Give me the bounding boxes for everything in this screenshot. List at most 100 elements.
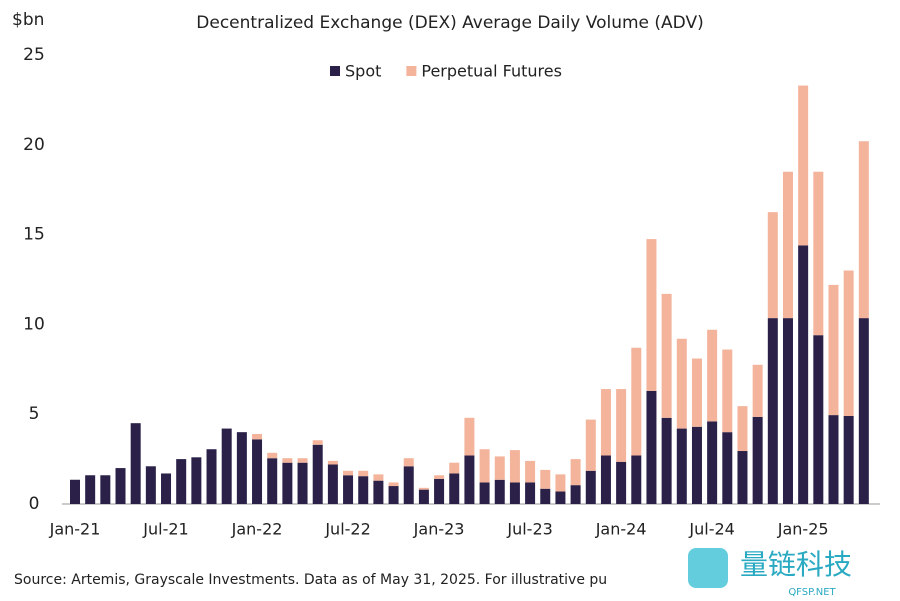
legend-label: Perpetual Futures <box>421 62 562 81</box>
bar-segment <box>737 406 748 452</box>
bar-segment <box>100 475 111 504</box>
bar-segment <box>358 470 369 477</box>
bar-segment <box>343 470 354 476</box>
y-tick-label: 25 <box>23 45 45 65</box>
bar-segment <box>767 212 778 319</box>
bar-segment <box>798 85 809 246</box>
bar-segment <box>737 451 748 504</box>
bar-segment <box>312 440 323 445</box>
bar-segment <box>206 449 217 504</box>
bar-segment <box>252 439 263 504</box>
bar-segment <box>813 335 824 504</box>
bar-segment <box>843 415 854 504</box>
bar-segment <box>525 482 536 504</box>
bar-segment <box>267 458 278 504</box>
bar-segment <box>828 284 839 416</box>
bar-segment <box>691 426 702 504</box>
bar-segment <box>631 347 642 456</box>
bar-segment <box>798 245 809 504</box>
bar-segment <box>161 473 172 504</box>
bar-segment <box>585 419 596 471</box>
bar-segment <box>282 462 293 504</box>
bar-segment <box>858 318 869 504</box>
bar-segment <box>464 417 475 456</box>
x-tick-label: Jan-23 <box>413 520 465 539</box>
bar-segment <box>282 458 293 463</box>
bar-segment <box>145 466 156 504</box>
bar-segment <box>616 461 627 504</box>
legend-swatch <box>406 66 417 76</box>
bar-segment <box>327 460 338 465</box>
bar-segment <box>722 432 733 504</box>
bar-segment <box>70 479 80 504</box>
bar-segment <box>555 474 566 492</box>
bar-segment <box>343 475 354 504</box>
x-tick-label: Jan-25 <box>777 520 829 539</box>
x-tick-label: Jan-24 <box>595 520 647 539</box>
x-tick-label: Jul-24 <box>688 520 734 539</box>
watermark-sub: QFSP.NET <box>788 587 836 598</box>
bar-segment <box>509 450 520 483</box>
bar-segment <box>782 171 793 319</box>
bar-segment <box>631 455 642 504</box>
bar-segment <box>616 389 627 462</box>
bar-segment <box>782 318 793 504</box>
bar-segment <box>403 466 414 504</box>
y-tick-label: 5 <box>29 404 40 424</box>
bar-segment <box>707 421 718 504</box>
bar-segment <box>236 432 247 504</box>
bar-segment <box>661 293 672 418</box>
bar-segment <box>509 482 520 504</box>
bar-segment <box>691 358 702 427</box>
source-note: Source: Artemis, Grayscale Investments. … <box>14 572 607 588</box>
bar-segment <box>434 475 445 479</box>
bar-segment <box>130 423 141 504</box>
bar-segment <box>297 462 308 504</box>
bar-segment <box>464 455 475 504</box>
y-tick-label: 10 <box>23 314 45 334</box>
bar-segment <box>449 473 460 504</box>
bar-segment <box>646 390 657 504</box>
bar-segment <box>752 416 763 504</box>
bar-segment <box>418 487 429 490</box>
bar-segment <box>661 417 672 504</box>
bar-segment <box>843 270 854 416</box>
watermark: 量链科技 <box>740 548 852 581</box>
y-tick-label: 0 <box>29 494 40 514</box>
bar-segment <box>312 444 323 504</box>
bar-segment <box>585 470 596 504</box>
bar-segment <box>722 349 733 433</box>
bar-segment <box>373 480 384 504</box>
chart-title: Decentralized Exchange (DEX) Average Dai… <box>196 13 703 33</box>
bar-segment <box>418 489 429 504</box>
bar-segment <box>813 171 824 336</box>
bar-segment <box>676 428 687 504</box>
plot: 0 5 10 15 20 25 Spot Perpetual Futures Jan-21 Jul… <box>23 45 880 539</box>
bar-segment <box>646 239 657 391</box>
y-tick-label: 15 <box>23 225 45 245</box>
bar-segment <box>494 456 505 480</box>
x-tick-label: Jul-21 <box>142 520 188 539</box>
bar-segment <box>221 428 232 504</box>
bar-segment <box>555 491 566 504</box>
y-tick-label: 20 <box>23 135 45 155</box>
x-tick-label: Jul-23 <box>506 520 552 539</box>
bar-segment <box>494 479 505 504</box>
bar-segment <box>449 462 460 474</box>
legend-swatch <box>330 66 340 76</box>
bar-segment <box>115 468 126 504</box>
bar-segment <box>540 469 551 489</box>
bar-segment <box>388 486 399 504</box>
bar-segment <box>767 318 778 504</box>
x-tick-label: Jul-22 <box>324 520 370 539</box>
bar-segment <box>327 464 338 504</box>
x-tick-label: Jan-21 <box>49 520 101 539</box>
bar-segment <box>388 482 399 487</box>
bar-segment <box>570 485 581 504</box>
bar-segment <box>176 459 187 504</box>
bar-segment <box>707 329 718 422</box>
bar-segment <box>570 459 581 486</box>
bar-segment <box>479 482 490 504</box>
bar-segment <box>676 338 687 429</box>
